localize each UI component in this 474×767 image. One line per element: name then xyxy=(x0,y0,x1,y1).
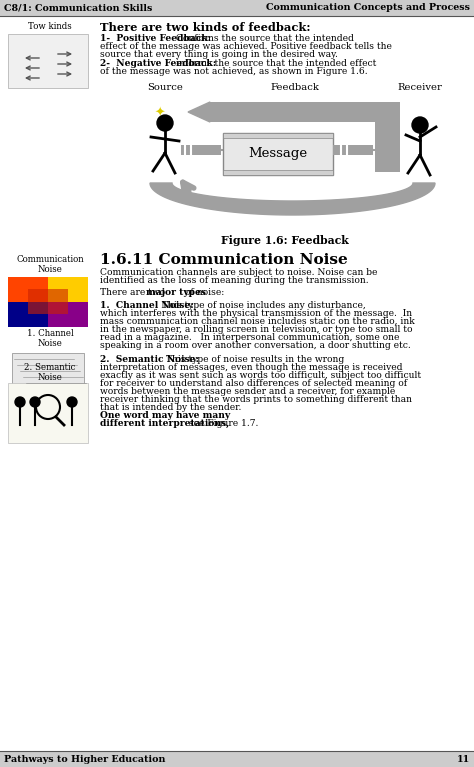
Bar xyxy=(0,751,474,767)
Text: in the newspaper, a rolling screen in television, or type too small to: in the newspaper, a rolling screen in te… xyxy=(100,325,412,334)
Bar xyxy=(181,145,221,155)
Text: One word may have many: One word may have many xyxy=(100,411,230,420)
Text: This type of noise includes any disturbance,: This type of noise includes any disturba… xyxy=(159,301,366,310)
Text: 1.  Channel Noise:: 1. Channel Noise: xyxy=(100,301,194,310)
Text: see Figure 1.7.: see Figure 1.7. xyxy=(186,419,258,428)
Text: source that every thing is going in the desired way.: source that every thing is going in the … xyxy=(100,50,338,59)
Text: Source: Source xyxy=(147,83,183,92)
Text: 2-  Negative Feedback:: 2- Negative Feedback: xyxy=(100,59,216,68)
Text: 2. Semantic
Noise: 2. Semantic Noise xyxy=(24,363,76,383)
Text: interpretation of messages, even though the message is received: interpretation of messages, even though … xyxy=(100,363,402,372)
Circle shape xyxy=(30,397,40,407)
Bar xyxy=(0,0,474,16)
Text: 1.6.11 Communication Noise: 1.6.11 Communication Noise xyxy=(100,253,348,267)
Bar xyxy=(223,133,333,138)
Bar xyxy=(8,383,88,443)
Bar xyxy=(8,277,48,302)
Polygon shape xyxy=(188,102,210,122)
Text: There are two kinds of feedback:: There are two kinds of feedback: xyxy=(100,22,310,33)
Text: which interferes with the physical transmission of the message.  In: which interferes with the physical trans… xyxy=(100,309,412,318)
Text: Confirms the source that the intended: Confirms the source that the intended xyxy=(173,34,354,43)
Text: ✦: ✦ xyxy=(155,107,165,120)
Text: Communication
Noise: Communication Noise xyxy=(16,255,84,275)
Bar xyxy=(28,289,68,314)
Text: informs the source that the intended effect: informs the source that the intended eff… xyxy=(173,59,376,68)
Text: Communication channels are subject to noise. Noise can be: Communication channels are subject to no… xyxy=(100,268,377,277)
Circle shape xyxy=(157,115,173,131)
Circle shape xyxy=(15,397,25,407)
Text: identified as the loss of meaning during the transmission.: identified as the loss of meaning during… xyxy=(100,276,369,285)
Text: 1-  Positive Feedback:: 1- Positive Feedback: xyxy=(100,34,211,43)
Bar xyxy=(333,145,373,155)
Text: This type of noise results in the wrong: This type of noise results in the wrong xyxy=(163,355,344,364)
Circle shape xyxy=(67,397,77,407)
Text: words between the message sender and a receiver, for example: words between the message sender and a r… xyxy=(100,387,395,396)
Text: of noise:: of noise: xyxy=(182,288,225,297)
Text: different interpretations,: different interpretations, xyxy=(100,419,229,428)
Text: 11: 11 xyxy=(457,755,470,763)
Bar xyxy=(375,102,400,172)
Text: read in a magazine.   In interpersonal communication, some one: read in a magazine. In interpersonal com… xyxy=(100,333,400,342)
Bar xyxy=(223,133,333,175)
Bar xyxy=(8,302,48,327)
Text: Receiver: Receiver xyxy=(398,83,442,92)
Bar xyxy=(8,34,88,88)
Text: Communication Concepts and Process: Communication Concepts and Process xyxy=(266,4,470,12)
Text: speaking in a room over another conversation, a door shutting etc.: speaking in a room over another conversa… xyxy=(100,341,411,350)
Text: 2.  Semantic Noise:: 2. Semantic Noise: xyxy=(100,355,199,364)
Text: Tow kinds: Tow kinds xyxy=(28,22,72,31)
Text: Message: Message xyxy=(248,147,308,160)
Bar xyxy=(210,102,395,122)
Circle shape xyxy=(412,117,428,133)
Bar xyxy=(48,302,88,327)
Text: There are two: There are two xyxy=(100,288,168,297)
Text: C8/1: Communication Skills: C8/1: Communication Skills xyxy=(4,4,152,12)
Text: for receiver to understand also differences of selected meaning of: for receiver to understand also differen… xyxy=(100,379,407,388)
Polygon shape xyxy=(150,183,435,215)
Text: 1. Channel
Noise: 1. Channel Noise xyxy=(27,329,73,348)
Text: mass communication channel noise includes static on the radio, ink: mass communication channel noise include… xyxy=(100,317,415,326)
Bar xyxy=(223,170,333,175)
Text: receiver thinking that the words prints to something different than: receiver thinking that the words prints … xyxy=(100,395,412,404)
Text: Figure 1.6: Feedback: Figure 1.6: Feedback xyxy=(221,235,349,246)
Text: Pathways to Higher Education: Pathways to Higher Education xyxy=(4,755,165,763)
Bar xyxy=(48,277,88,302)
Text: exactly as it was sent such as words too difficult, subject too difficult: exactly as it was sent such as words too… xyxy=(100,371,421,380)
Text: that is intended by the sender.: that is intended by the sender. xyxy=(100,403,247,412)
Text: of the message was not achieved, as shown in Figure 1.6.: of the message was not achieved, as show… xyxy=(100,67,368,76)
Text: effect of the message was achieved. Positive feedback tells the: effect of the message was achieved. Posi… xyxy=(100,42,392,51)
Bar xyxy=(12,353,84,395)
Text: Feedback: Feedback xyxy=(271,83,319,92)
Text: major types: major types xyxy=(146,288,206,297)
